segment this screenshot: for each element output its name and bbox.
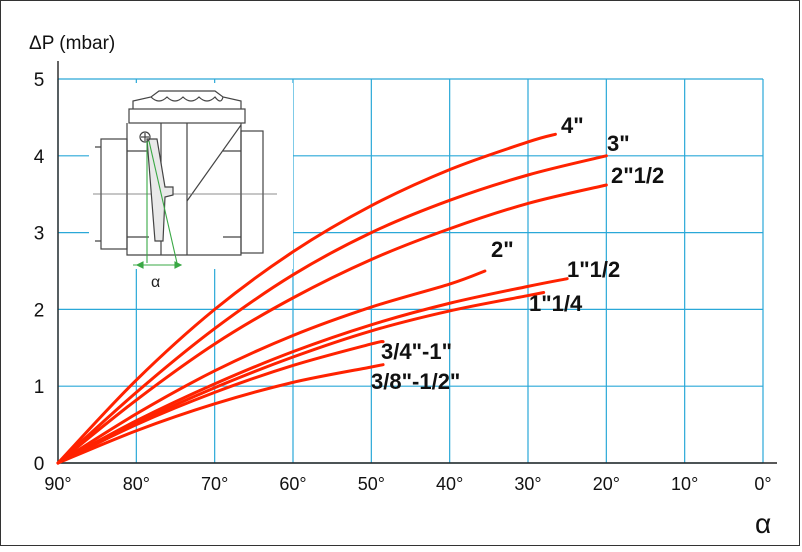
series-line: [56, 277, 569, 465]
series-line: [56, 132, 557, 465]
series-line: [56, 154, 608, 465]
x-tick-label: 40°: [436, 474, 463, 494]
x-tick-label: 0°: [754, 474, 771, 494]
y-tick-label: 3: [34, 224, 45, 245]
series-line: [56, 339, 385, 465]
x-tick-label: 60°: [279, 474, 306, 494]
valve-cross-section-icon: α: [89, 83, 293, 291]
series-line: [56, 269, 487, 465]
x-tick-label: 10°: [671, 474, 698, 494]
series-label: 2": [491, 237, 514, 262]
y-tick-label: 4: [34, 147, 45, 168]
series-line: [56, 183, 608, 465]
series-label: 2"1/2: [611, 163, 664, 188]
y-axis-label: ΔP (mbar): [29, 33, 115, 54]
x-tick-label: 20°: [593, 474, 620, 494]
y-tick-label: 1: [34, 377, 45, 398]
axes: 90° 80° 70° 60° 50° 40° 30° 20° 10° 0° 0 1 2 3 4 5 ΔP (m…: [29, 33, 777, 539]
y-tick-label: 5: [34, 70, 45, 91]
x-tick-label: 50°: [358, 474, 385, 494]
series-label: 1"1/2: [567, 257, 620, 282]
curves: [56, 132, 608, 465]
series-label: 1"1/4: [529, 291, 583, 316]
y-tick-label: 2: [34, 300, 45, 321]
series-line: [56, 291, 546, 465]
x-tick-label: 70°: [201, 474, 228, 494]
curve-labels: 4" 3" 2"1/2 2" 1"1/2 1"1/4 3/4"-1" 3/8"-1/2": [371, 113, 664, 394]
series-label: 3/8"-1/2": [371, 369, 460, 394]
x-axis-label: α: [755, 508, 771, 539]
y-tick-label: 0: [34, 454, 45, 475]
series-line: [56, 363, 385, 465]
x-tick-label: 90°: [44, 474, 71, 494]
x-tick-label: 30°: [514, 474, 541, 494]
x-tick-label: 80°: [123, 474, 150, 494]
series-label: 3": [607, 131, 630, 156]
inset-angle-label: α: [151, 274, 160, 291]
series-label: 3/4"-1": [381, 339, 452, 364]
series-label: 4": [561, 113, 584, 138]
